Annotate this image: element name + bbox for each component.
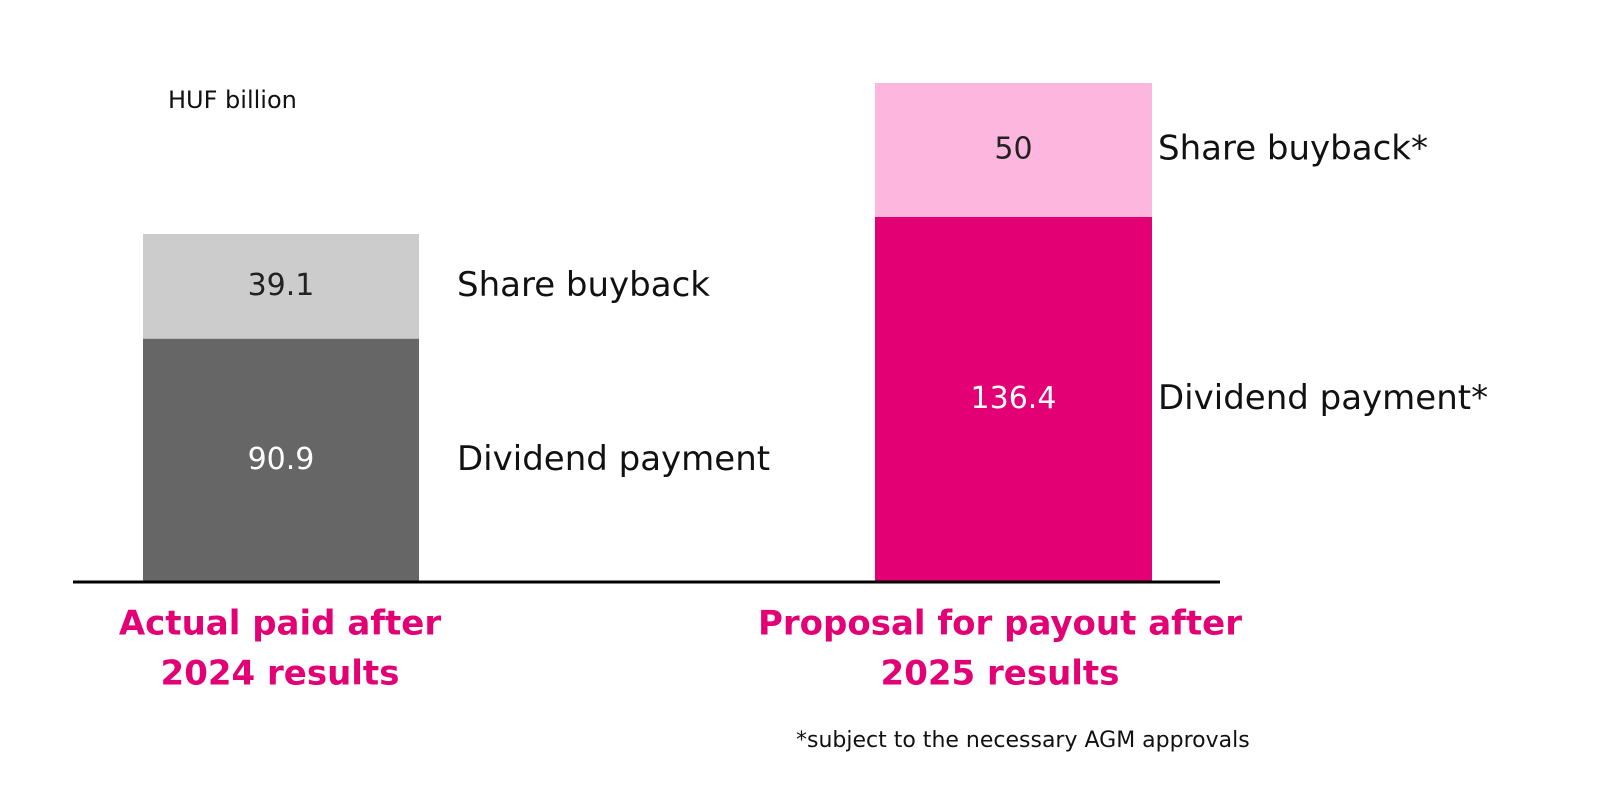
category-label: 2024 results [161, 654, 400, 694]
segment-label: Share buyback [457, 265, 710, 305]
value-label: 39.1 [248, 268, 315, 303]
value-label: 50 [994, 131, 1032, 166]
category-label: Actual paid after [119, 604, 442, 644]
category-label: 2025 results [881, 654, 1120, 694]
segment-label: Dividend payment* [1158, 378, 1488, 418]
segment-label: Dividend payment [457, 439, 770, 479]
bar-segment [875, 216, 1152, 582]
segment-label: Share buyback* [1158, 128, 1428, 168]
bar-segment [143, 338, 419, 582]
unit-label: HUF billion [168, 86, 297, 114]
value-label: 136.4 [971, 381, 1057, 416]
bar-segment [875, 83, 1152, 217]
footnote: *subject to the necessary AGM approvals [796, 728, 1250, 753]
value-label: 90.9 [248, 442, 315, 477]
bar-segment [143, 233, 419, 339]
category-label: Proposal for payout after [758, 604, 1242, 644]
